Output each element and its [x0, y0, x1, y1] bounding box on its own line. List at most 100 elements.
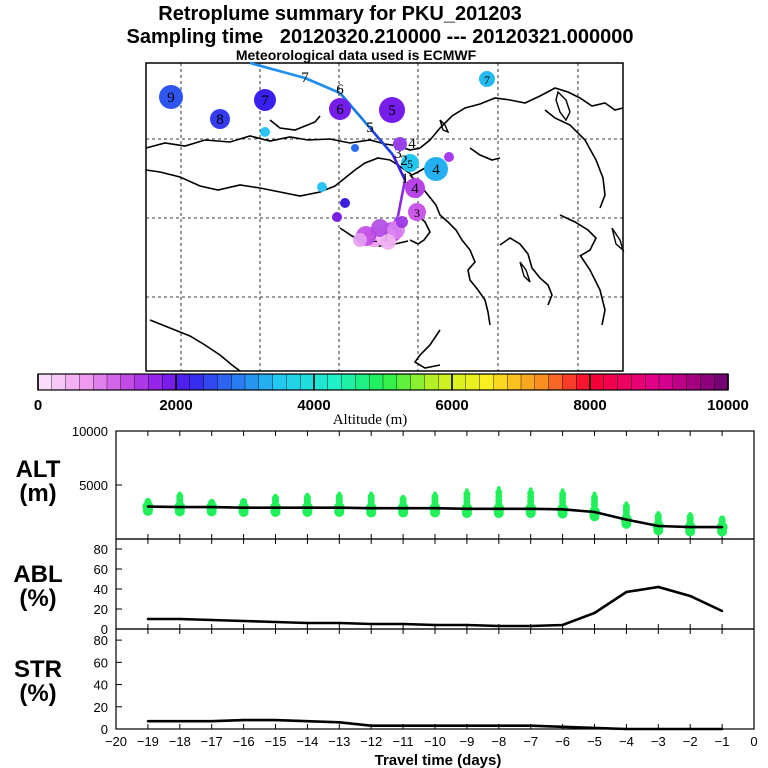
colorbar-cell	[355, 373, 370, 391]
alt-spread-dot	[591, 493, 598, 501]
colorbar-cell	[272, 373, 288, 391]
alt-spread-dot	[592, 491, 597, 496]
series-point	[657, 524, 660, 528]
colorbar-cell	[65, 373, 80, 391]
alt-spread-dot	[206, 506, 217, 517]
trajectory-day-label: 6	[336, 82, 344, 98]
panel-unit: (%)	[19, 585, 56, 612]
panel-frame	[115, 538, 755, 630]
x-tick-label: −16	[233, 734, 255, 749]
series-point	[306, 621, 309, 625]
x-tick-label: −15	[264, 734, 286, 749]
colorbar-cell	[424, 373, 439, 391]
alt-spread-dot	[525, 508, 536, 519]
series-point	[593, 611, 596, 615]
colorbar-cell	[589, 373, 605, 391]
plume-cluster-label: 4	[411, 181, 419, 197]
receptor-plume	[353, 233, 367, 247]
series-point	[401, 724, 405, 727]
series-point	[593, 510, 596, 514]
plume-cluster-label: 7	[484, 73, 490, 87]
series-point	[497, 724, 500, 727]
plume-cluster	[408, 203, 426, 221]
plume-cluster-label: 6	[336, 102, 344, 118]
alt-spread-dot	[430, 507, 440, 518]
x-tick-label: −17	[201, 734, 223, 749]
colorbar-cell	[244, 373, 260, 391]
alt-spread-dot	[433, 491, 437, 496]
series-point	[274, 506, 277, 509]
plume-cluster-label: 3	[414, 206, 420, 220]
series-point	[657, 727, 660, 731]
colorbar-cell	[148, 373, 163, 391]
alt-spread-dot	[145, 498, 150, 503]
x-tick-label: −5	[587, 734, 602, 749]
colorbar-cell	[313, 373, 329, 391]
alt-spread-dot	[334, 507, 345, 517]
series-point	[401, 622, 405, 626]
x-tick-label: −2	[683, 734, 698, 749]
series-point	[465, 623, 469, 627]
alt-spread-dot	[142, 505, 153, 516]
colorbar-cell	[327, 373, 343, 391]
alt-spread-dot	[528, 487, 533, 492]
x-tick-label: −8	[491, 734, 506, 749]
x-tick-label: −4	[619, 734, 634, 749]
colorbar-cell	[369, 373, 384, 391]
receptor-plume	[396, 216, 408, 228]
plume-cluster	[401, 154, 419, 172]
colorbar-cell	[493, 373, 508, 391]
alt-spread-dot	[656, 511, 661, 516]
series-point	[274, 718, 277, 722]
alt-spread-dot	[367, 493, 375, 501]
colorbar-cell	[382, 373, 398, 391]
colorbar-cell	[631, 373, 646, 391]
x-tick-label: −12	[360, 734, 382, 749]
series-point	[433, 623, 437, 627]
alt-spread-dot	[366, 507, 377, 518]
colorbar-cell	[507, 373, 522, 391]
alt-spread-dot	[335, 492, 343, 500]
series-point	[561, 508, 564, 511]
colorbar-cell	[120, 373, 136, 391]
alt-spread-dot	[495, 488, 503, 496]
alt-spread-dot	[463, 490, 471, 498]
colorbar-cell	[534, 373, 550, 391]
alt-spread-dot	[177, 491, 182, 496]
receptor-plume	[380, 234, 396, 250]
series-point	[433, 724, 437, 727]
series-point	[370, 622, 373, 626]
colorbar: 0 2000 4000 6000 8000 10000 Altitude (m)	[34, 373, 749, 428]
alt-spread-dot	[464, 488, 469, 493]
colorbar-cell	[134, 373, 150, 391]
colorbar-cell	[672, 373, 688, 391]
colorbar-cell	[300, 373, 315, 391]
x-tick-label: −13	[328, 734, 350, 749]
plume-cluster-label: 7	[261, 93, 269, 109]
y-tick-label: 20	[94, 602, 108, 617]
x-tick-label: −3	[651, 734, 666, 749]
trajectory-day-label: 3	[394, 146, 402, 162]
x-tick-label: −19	[137, 734, 159, 749]
alt-spread-dot	[653, 525, 664, 536]
series-point	[338, 721, 341, 724]
alt-spread-dot	[496, 486, 501, 491]
plume-cluster	[379, 97, 405, 123]
series-point	[497, 507, 500, 510]
panel-str: STR(%) 0 20 40 60 80	[14, 628, 755, 737]
colorbar-cell	[603, 373, 619, 391]
series-point	[274, 620, 277, 624]
chart-subtitle: Sampling time 20120320.210000 --- 201203…	[126, 26, 633, 48]
time-series-panels: ALT(m) 500010000ABL(%)020406080STR(%)0204…	[13, 424, 755, 737]
y-tick-label: 5000	[79, 478, 108, 493]
x-tick-label: −14	[296, 734, 318, 749]
colorbar-cell	[562, 373, 577, 391]
colorbar-cell	[175, 373, 191, 391]
colorbar-cell	[548, 373, 563, 391]
plume-cluster	[159, 85, 183, 109]
colorbar-cell	[700, 373, 715, 391]
series-point	[433, 507, 437, 510]
y-tick-label: 40	[94, 678, 108, 693]
alt-spread-dot	[369, 491, 374, 496]
